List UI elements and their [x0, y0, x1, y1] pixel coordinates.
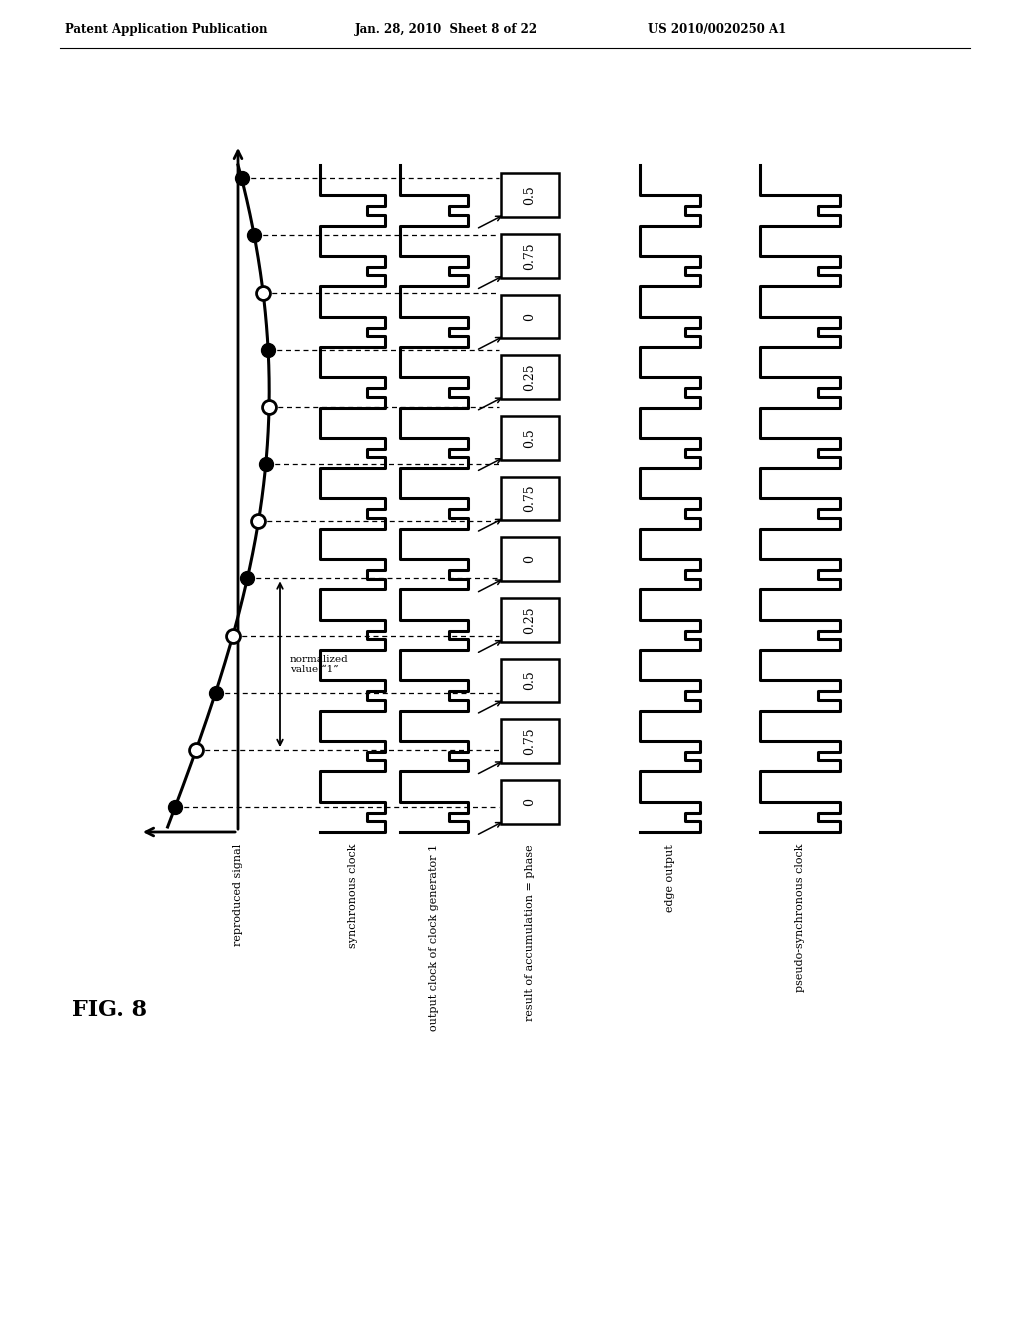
Text: result of accumulation = phase: result of accumulation = phase	[525, 843, 535, 1020]
Text: 0: 0	[523, 797, 537, 805]
Text: 0.5: 0.5	[523, 185, 537, 205]
Text: 0.5: 0.5	[523, 428, 537, 447]
Text: 0.25: 0.25	[523, 606, 537, 634]
Text: 0: 0	[523, 313, 537, 321]
Text: Jan. 28, 2010  Sheet 8 of 22: Jan. 28, 2010 Sheet 8 of 22	[355, 24, 539, 37]
Bar	[501, 234, 559, 277]
Text: US 2010/0020250 A1: US 2010/0020250 A1	[648, 24, 786, 37]
Text: reproduced signal: reproduced signal	[233, 843, 243, 946]
Bar	[501, 537, 559, 581]
Text: pseudo-synchronous clock: pseudo-synchronous clock	[795, 843, 805, 993]
Bar	[501, 477, 559, 520]
Bar	[501, 416, 559, 459]
Text: edge output: edge output	[665, 843, 675, 912]
Text: output clock of clock generator 1: output clock of clock generator 1	[429, 843, 439, 1031]
Text: Patent Application Publication: Patent Application Publication	[65, 24, 267, 37]
Text: 0: 0	[523, 556, 537, 564]
Bar	[501, 173, 559, 218]
Text: FIG. 8: FIG. 8	[72, 999, 147, 1020]
Text: 0.75: 0.75	[523, 727, 537, 755]
Text: 0.25: 0.25	[523, 363, 537, 391]
Bar	[501, 355, 559, 399]
Text: synchronous clock: synchronous clock	[347, 843, 357, 949]
Text: normalized
value “1”: normalized value “1”	[290, 655, 349, 675]
Bar	[501, 719, 559, 763]
Bar	[501, 294, 559, 338]
Text: 0.75: 0.75	[523, 242, 537, 269]
Bar	[501, 780, 559, 824]
Text: 0.5: 0.5	[523, 671, 537, 690]
Bar	[501, 659, 559, 702]
Text: 0.75: 0.75	[523, 484, 537, 512]
Bar	[501, 598, 559, 642]
